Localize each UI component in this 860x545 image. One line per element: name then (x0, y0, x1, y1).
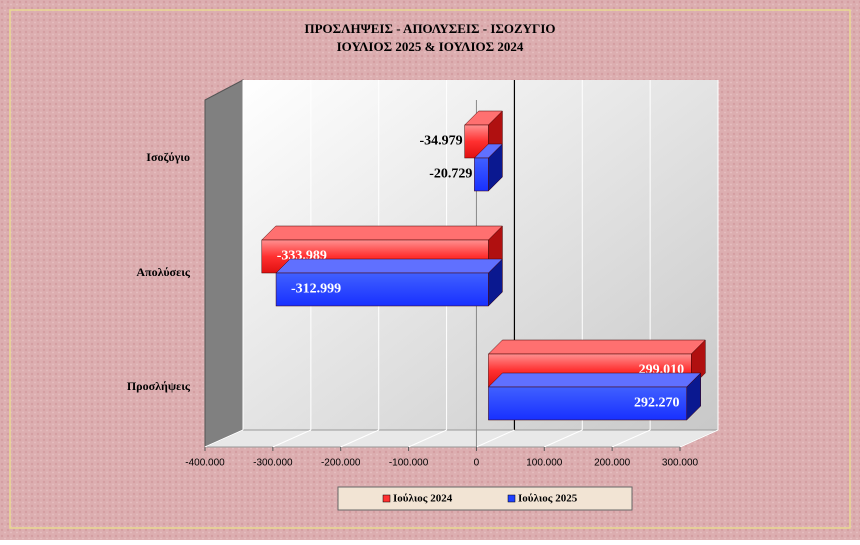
value-label: 292.270 (634, 396, 680, 411)
x-tick-label: -400.000 (185, 458, 225, 469)
floor-grid-line (204, 429, 244, 448)
floor-grid-line (340, 429, 379, 448)
x-tick-label: -200.000 (321, 458, 361, 469)
x-tick-label: 200.000 (594, 458, 631, 469)
bar-top (275, 258, 504, 274)
floor-grid-line (476, 429, 515, 448)
value-label: -20.729 (429, 167, 472, 182)
bar-top (487, 339, 706, 355)
chart-subtitle: ΙΟΥΛΙΟΣ 2025 & ΙΟΥΛΙΟΣ 2024 (337, 39, 524, 54)
floor-grid-line (544, 429, 583, 448)
category-label: Ισοζύγιο (146, 150, 190, 164)
bar (488, 386, 688, 421)
legend-swatch (382, 494, 391, 503)
floor (204, 429, 719, 448)
frame (9, 9, 851, 529)
floor-grid-line (272, 429, 312, 448)
floor-grid-line (408, 429, 447, 448)
x-tick-label: -100.000 (389, 458, 429, 469)
bar-top (487, 372, 702, 388)
category-label: Απολύσεις (136, 265, 191, 279)
floor-grid-line (679, 429, 719, 448)
legend (337, 486, 633, 511)
category-label: Προσλήψεις (127, 379, 191, 393)
x-tick-label: 300.000 (662, 458, 699, 469)
value-label: -34.979 (420, 134, 463, 149)
x-tick-label: -300.000 (253, 458, 293, 469)
side-wall (204, 79, 244, 448)
floor-grid-line (611, 429, 651, 448)
legend-swatch (507, 494, 516, 503)
chart-title: ΠΡΟΣΛΗΨΕΙΣ - ΑΠΟΛΥΣΕΙΣ - ΙΣΟΖΥΓΙΟ (304, 21, 555, 36)
legend-label: Ιούλιος 2024 (393, 493, 453, 505)
x-tick-label: 100.000 (526, 458, 563, 469)
bar (474, 157, 489, 192)
x-tick-label: 0 (474, 458, 480, 469)
value-label: -312.999 (291, 282, 341, 297)
bar (275, 272, 489, 307)
legend-label: Ιούλιος 2025 (518, 493, 578, 505)
bar-top (261, 225, 504, 241)
